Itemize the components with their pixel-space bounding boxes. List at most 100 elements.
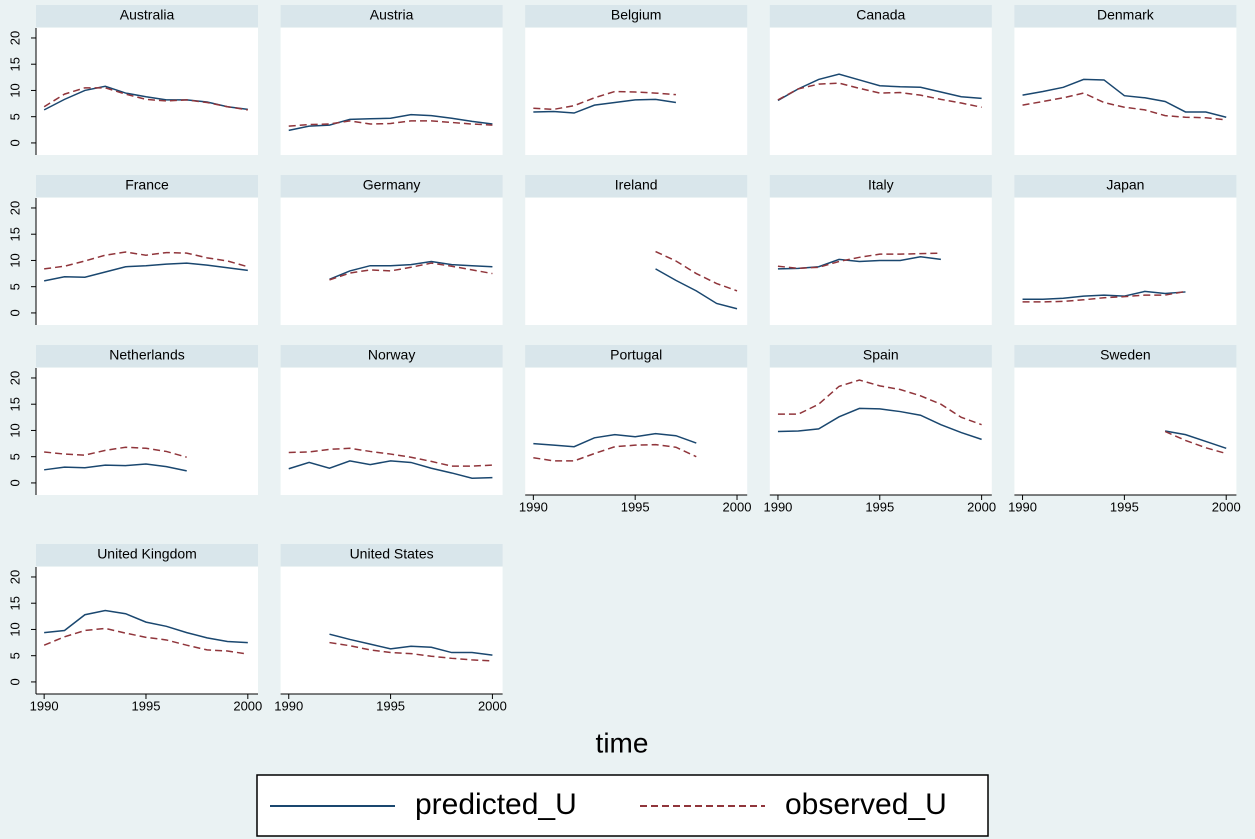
strip-title: Australia <box>120 7 175 23</box>
series-line <box>655 250 738 292</box>
plot-area <box>769 198 992 325</box>
y-tick-label: 20 <box>7 201 22 215</box>
series-line <box>1022 92 1227 121</box>
series-line <box>44 463 187 472</box>
series-line <box>533 443 697 462</box>
strip <box>525 345 748 367</box>
plot-area <box>525 198 748 325</box>
strip-title: Germany <box>363 177 421 193</box>
x-tick-label: 1990 <box>763 499 792 514</box>
strip-title: Sweden <box>1100 347 1151 363</box>
strip-title: Denmark <box>1097 7 1155 23</box>
series-line <box>288 447 493 467</box>
y-tick-label: 5 <box>7 283 22 290</box>
strip <box>1014 175 1237 197</box>
strip <box>280 175 503 197</box>
series-line <box>777 252 941 270</box>
x-tick-label: 1990 <box>1008 499 1037 514</box>
x-tick-label: 1990 <box>30 698 59 713</box>
plot-area <box>36 567 258 694</box>
plot-area <box>1014 28 1237 155</box>
strip <box>36 345 258 367</box>
legend-label: predicted_U <box>415 788 577 821</box>
y-tick-label: 5 <box>7 652 22 659</box>
y-tick-label: 20 <box>7 371 22 385</box>
series-line <box>533 98 677 114</box>
series-line <box>1022 78 1227 118</box>
strip-title: Canada <box>856 7 905 23</box>
series-line <box>329 641 493 662</box>
x-tick-label: 2000 <box>723 499 752 514</box>
series-line <box>288 120 493 127</box>
x-tick-label: 1990 <box>274 698 303 713</box>
plot-area <box>1014 368 1237 495</box>
series-line <box>44 251 249 270</box>
y-tick-label: 0 <box>7 678 22 685</box>
strip <box>1014 345 1237 367</box>
strip <box>280 544 503 566</box>
y-tick-label: 20 <box>7 31 22 45</box>
strip-title: Belgium <box>611 7 662 23</box>
y-tick-label: 10 <box>7 622 22 636</box>
strip <box>36 175 258 197</box>
strip-title: Italy <box>868 177 894 193</box>
y-tick-label: 15 <box>7 596 22 610</box>
plot-area <box>280 368 503 495</box>
strip <box>36 5 258 27</box>
x-tick-label: 1995 <box>376 698 405 713</box>
legend-label: observed_U <box>785 788 947 821</box>
y-tick-label: 5 <box>7 453 22 460</box>
y-tick-label: 10 <box>7 423 22 437</box>
y-tick-label: 0 <box>7 309 22 316</box>
y-tick-label: 0 <box>7 479 22 486</box>
x-tick-label: 1995 <box>1110 499 1139 514</box>
x-tick-label: 1990 <box>519 499 548 514</box>
y-tick-label: 5 <box>7 113 22 120</box>
series-line <box>44 609 248 644</box>
series-line <box>43 627 248 655</box>
plot-area <box>769 28 992 155</box>
plot-area <box>769 368 992 495</box>
y-tick-label: 10 <box>7 253 22 267</box>
plot-area <box>525 368 748 495</box>
series-line <box>44 446 187 458</box>
strip-title: United States <box>350 546 434 562</box>
strip <box>525 5 748 27</box>
y-tick-label: 0 <box>7 139 22 146</box>
strip <box>36 544 258 566</box>
strip <box>1014 5 1237 27</box>
series-line <box>533 432 697 448</box>
series-line <box>1164 430 1227 450</box>
series-line <box>533 90 676 111</box>
strip-title: United Kingdom <box>97 546 197 562</box>
strip-title: Austria <box>370 7 414 23</box>
strip-title: Ireland <box>615 177 658 193</box>
x-tick-label: 2000 <box>1212 499 1241 514</box>
x-tick-label: 2000 <box>478 698 507 713</box>
x-tick-label: 2000 <box>233 698 262 713</box>
strip <box>769 5 992 27</box>
x-tick-label: 2000 <box>967 499 996 514</box>
y-tick-label: 15 <box>7 227 22 241</box>
plot-area <box>36 28 258 155</box>
strip-title: Norway <box>368 347 415 363</box>
strip <box>280 345 503 367</box>
strip <box>280 5 503 27</box>
strip-title: Japan <box>1106 177 1144 193</box>
series-line <box>777 407 982 441</box>
series-line <box>288 113 493 132</box>
series-line <box>655 268 738 310</box>
series-line <box>329 262 493 281</box>
plot-area <box>36 198 258 325</box>
series-line <box>777 379 982 426</box>
strip <box>525 175 748 197</box>
series-line <box>329 633 493 656</box>
strip <box>769 345 992 367</box>
strip-title: Portugal <box>610 347 662 363</box>
series-line <box>1022 290 1186 303</box>
strip-title: Spain <box>863 347 899 363</box>
y-tick-label: 15 <box>7 397 22 411</box>
plot-area <box>280 567 503 694</box>
series-line <box>329 260 493 281</box>
series-line <box>1164 430 1227 455</box>
